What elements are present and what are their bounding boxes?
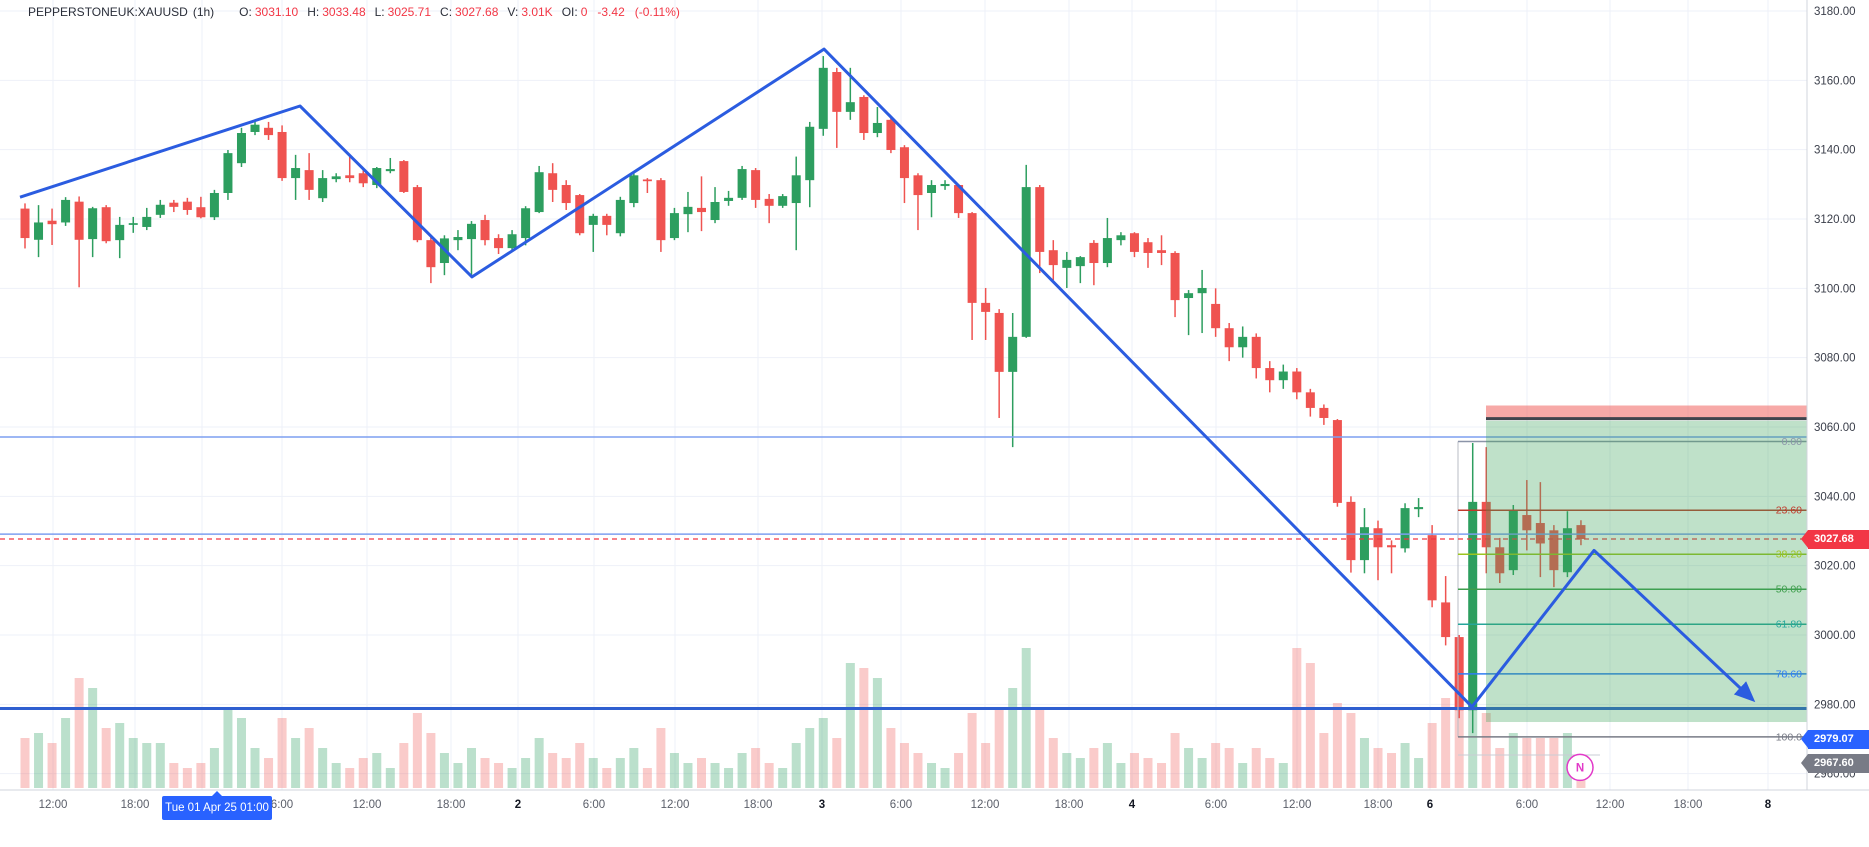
timeframe-label: (1h) bbox=[192, 5, 215, 19]
svg-text:3180.00: 3180.00 bbox=[1814, 6, 1856, 18]
svg-text:18:00: 18:00 bbox=[437, 799, 466, 811]
svg-text:4: 4 bbox=[1129, 799, 1136, 811]
svg-text:3120.00: 3120.00 bbox=[1814, 214, 1856, 226]
volume-value: 3.01K bbox=[521, 5, 553, 19]
symbol-legend: PEPPERSTONEUK:XAUUSD (1h) O: 3031.10 H: … bbox=[28, 3, 680, 21]
close-label: C: bbox=[440, 5, 453, 19]
open-label: O: bbox=[239, 5, 252, 19]
high-value: 3033.48 bbox=[322, 5, 366, 19]
svg-text:N: N bbox=[1576, 762, 1584, 774]
current-price-flag: 3027.68 bbox=[1801, 530, 1869, 549]
svg-text:0.00: 0.00 bbox=[1782, 436, 1803, 448]
svg-text:78.60: 78.60 bbox=[1776, 668, 1802, 680]
svg-text:6: 6 bbox=[1427, 799, 1433, 811]
svg-text:18:00: 18:00 bbox=[744, 799, 773, 811]
oi-label: OI: bbox=[561, 5, 578, 19]
svg-text:18:00: 18:00 bbox=[1055, 799, 1084, 811]
oi-value: 0 bbox=[580, 5, 588, 19]
svg-text:50.00: 50.00 bbox=[1776, 584, 1802, 596]
svg-text:12:00: 12:00 bbox=[1596, 799, 1625, 811]
svg-text:100.0: 100.0 bbox=[1776, 731, 1802, 743]
svg-text:2980.00: 2980.00 bbox=[1814, 699, 1856, 711]
svg-text:18:00: 18:00 bbox=[1674, 799, 1703, 811]
low-value: 3025.71 bbox=[387, 5, 432, 19]
low-label: L: bbox=[374, 5, 385, 19]
svg-text:18:00: 18:00 bbox=[1364, 799, 1393, 811]
svg-text:6:00: 6:00 bbox=[271, 799, 293, 811]
svg-text:3000.00: 3000.00 bbox=[1814, 630, 1856, 642]
open-value: 3031.10 bbox=[254, 5, 299, 19]
svg-text:3140.00: 3140.00 bbox=[1814, 145, 1856, 157]
svg-text:61.80: 61.80 bbox=[1776, 619, 1802, 631]
candlestick-plot[interactable]: 0.00 23.60 38.20 50.00 61.80 78.60 100.0 N 3180.… bbox=[0, 0, 1869, 811]
volume-label: V: bbox=[507, 5, 519, 19]
svg-text:3040.00: 3040.00 bbox=[1814, 491, 1856, 503]
svg-text:3080.00: 3080.00 bbox=[1814, 353, 1856, 365]
svg-text:2: 2 bbox=[515, 799, 521, 811]
news-marker[interactable]: N bbox=[1566, 753, 1594, 782]
change-percent: (-0.11%) bbox=[634, 5, 680, 19]
close-value: 3027.68 bbox=[455, 5, 499, 19]
drawing-price-text: 2967.60 bbox=[1814, 757, 1854, 769]
svg-text:3: 3 bbox=[819, 799, 825, 811]
svg-text:12:00: 12:00 bbox=[1283, 799, 1312, 811]
svg-text:6:00: 6:00 bbox=[890, 799, 912, 811]
time-axis-tooltip-text: Tue 01 Apr 25 01:00 bbox=[165, 802, 269, 814]
svg-text:6:00: 6:00 bbox=[583, 799, 605, 811]
svg-text:12:00: 12:00 bbox=[661, 799, 690, 811]
svg-text:23.60: 23.60 bbox=[1776, 505, 1802, 517]
svg-text:38.20: 38.20 bbox=[1776, 549, 1802, 561]
svg-text:3100.00: 3100.00 bbox=[1814, 283, 1856, 295]
svg-text:12:00: 12:00 bbox=[971, 799, 1000, 811]
current-price-text: 3027.68 bbox=[1814, 533, 1854, 545]
svg-text:6:00: 6:00 bbox=[1516, 799, 1538, 811]
svg-text:3060.00: 3060.00 bbox=[1814, 422, 1856, 434]
svg-text:8: 8 bbox=[1765, 799, 1772, 811]
svg-text:12:00: 12:00 bbox=[353, 799, 382, 811]
drawing-price-flag: 2967.60 bbox=[1801, 754, 1869, 773]
hline-price-text: 2979.07 bbox=[1814, 733, 1854, 745]
svg-text:18:00: 18:00 bbox=[121, 799, 150, 811]
svg-text:3020.00: 3020.00 bbox=[1814, 561, 1856, 573]
time-axis-tooltip: Tue 01 Apr 25 01:00 bbox=[162, 791, 272, 820]
change-value: -3.42 bbox=[597, 5, 625, 19]
hline-price-flag: 2979.07 bbox=[1801, 730, 1869, 749]
symbol-title[interactable]: PEPPERSTONEUK:XAUUSD bbox=[28, 5, 188, 19]
high-label: H: bbox=[307, 5, 320, 19]
zigzag-trendline[interactable] bbox=[19, 47, 1756, 709]
svg-text:3160.00: 3160.00 bbox=[1814, 75, 1856, 87]
svg-text:12:00: 12:00 bbox=[39, 799, 68, 811]
svg-text:6:00: 6:00 bbox=[1205, 799, 1227, 811]
